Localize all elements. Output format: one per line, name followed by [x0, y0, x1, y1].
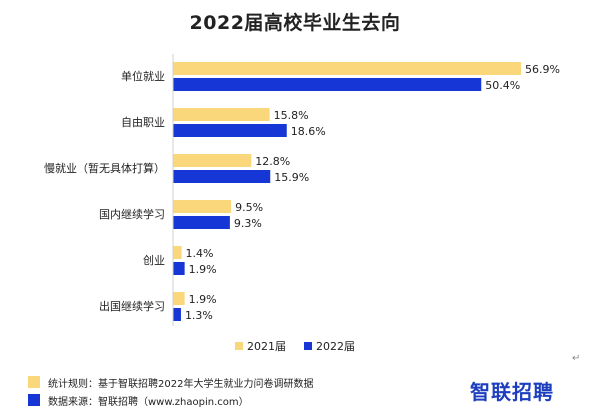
legend-label-2021: 2021届	[247, 340, 286, 353]
category-label: 自由职业	[121, 115, 165, 129]
bar-2022	[173, 262, 185, 275]
bar-2021	[173, 108, 270, 121]
bar-2022	[173, 124, 287, 137]
bar-2022	[173, 170, 271, 183]
brand-logo: 智联招聘	[470, 380, 554, 404]
legend-swatch-2022	[304, 342, 312, 350]
legend-item-2022: 2022届	[304, 338, 355, 354]
data-label: 1.9%	[189, 263, 217, 276]
legend: 2021届 2022届	[0, 338, 590, 354]
footer-rule-text: 统计规则：基于智联招聘2022年大学生就业力问卷调研数据	[48, 378, 314, 390]
legend-label-2022: 2022届	[316, 340, 355, 353]
data-label: 1.3%	[185, 309, 213, 322]
data-label: 1.4%	[186, 247, 214, 260]
footer-source-row: 数据来源：智联招聘（www.zhaopin.com）	[28, 391, 313, 409]
category-label: 慢就业（暂无具体打算）	[44, 161, 165, 175]
data-label: 9.5%	[235, 201, 263, 214]
data-label: 1.9%	[189, 293, 217, 306]
footer-rule-row: 统计规则：基于智联招聘2022年大学生就业力问卷调研数据	[28, 373, 313, 391]
category-label: 国内继续学习	[99, 207, 165, 221]
data-label: 50.4%	[485, 79, 520, 92]
data-label: 15.8%	[274, 109, 309, 122]
bar-2021	[173, 292, 185, 305]
data-label: 18.6%	[291, 125, 326, 138]
category-label: 出国继续学习	[99, 299, 165, 313]
footer-source-swatch	[28, 394, 40, 406]
data-label: 9.3%	[234, 217, 262, 230]
data-label: 15.9%	[274, 171, 309, 184]
footer-source-text: 数据来源：智联招聘（www.zhaopin.com）	[48, 396, 249, 408]
bar-2022	[173, 78, 482, 91]
data-label: 12.8%	[255, 155, 290, 168]
bar-chart: 单位就业 56.9% 50.4% 自由职业 15.8% 18.6% 慢就业（暂无具体打算） 1…	[44, 54, 560, 326]
footer-notes: 统计规则：基于智联招聘2022年大学生就业力问卷调研数据 数据来源：智联招聘（w…	[28, 373, 313, 409]
bar-2021	[173, 62, 521, 75]
chart-title: 2022届高校毕业生去向	[189, 12, 401, 34]
bar-2021	[173, 200, 232, 213]
data-label: 56.9%	[525, 63, 560, 76]
bar-2021	[173, 246, 182, 259]
bar-2022	[173, 216, 230, 229]
return-mark: ↵	[572, 353, 581, 364]
footer-rule-swatch	[28, 376, 40, 388]
legend-item-2021: 2021届	[235, 338, 286, 354]
category-label: 创业	[143, 254, 165, 267]
legend-swatch-2021	[235, 342, 243, 350]
bar-2021	[173, 154, 252, 167]
bar-2022	[173, 308, 181, 321]
category-label: 单位就业	[121, 69, 165, 83]
